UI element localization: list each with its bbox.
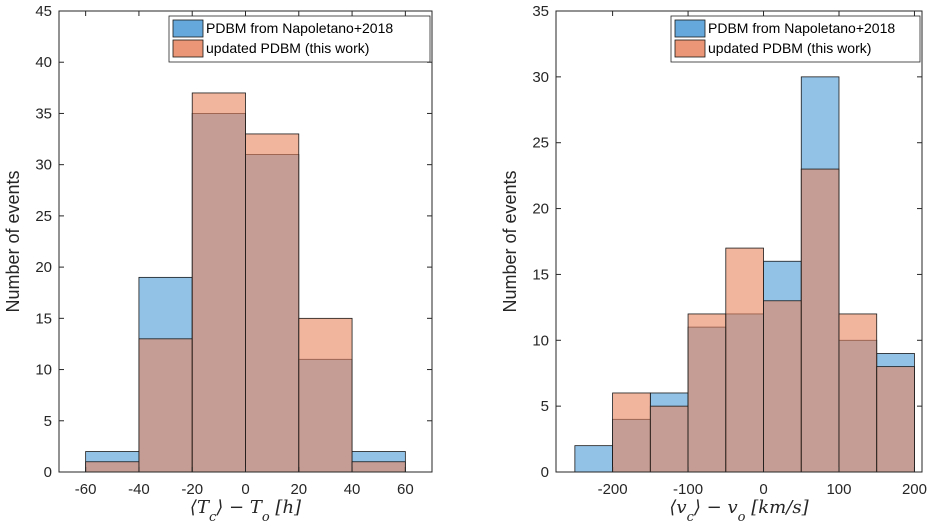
y-tick-label: 0 xyxy=(541,464,549,481)
histogram-bar xyxy=(191,92,246,473)
x-tick-label: 0 xyxy=(241,481,249,498)
legend-entry-label: updated PDBM (this work) xyxy=(206,40,369,56)
histogram-bar xyxy=(574,445,613,473)
histogram-bar xyxy=(876,366,915,473)
y-tick-label: 0 xyxy=(44,464,52,481)
x-tick-label: 0 xyxy=(759,481,767,498)
x-tick-label: 40 xyxy=(344,481,361,498)
y-tick-label: 40 xyxy=(35,54,52,71)
x-tick-label: 20 xyxy=(290,481,307,498)
x-tick-label: -40 xyxy=(128,481,150,498)
legend-entry-label: PDBM from Napoletano+2018 xyxy=(708,20,895,36)
x-tick-label: -60 xyxy=(75,481,97,498)
histogram-bar xyxy=(351,461,406,473)
histogram-bar xyxy=(85,461,140,473)
legend-swatch xyxy=(172,39,204,58)
histogram-bar xyxy=(800,168,840,473)
y-tick-label: 30 xyxy=(532,69,549,86)
histogram-panel-left: -60 -40 -20 0 20 40 60 0 5 10 15 20 25 30 35 40 45 Number… xyxy=(3,3,433,525)
legend-swatch xyxy=(674,19,706,38)
legend-swatch xyxy=(172,19,204,38)
y-tick-label: 10 xyxy=(532,332,549,349)
x-tick-label: -100 xyxy=(673,481,703,498)
histogram-bar xyxy=(138,338,193,473)
legend: PDBM from Napoletano+2018 updated PDBM (t… xyxy=(168,15,431,63)
legend-entry-label: updated PDBM (this work) xyxy=(708,40,871,56)
y-tick-label: 20 xyxy=(532,201,549,218)
x-tick-label: 100 xyxy=(826,481,851,498)
legend-entry-label: PDBM from Napoletano+2018 xyxy=(206,20,393,36)
histogram-bar xyxy=(838,313,878,473)
y-tick-label: 45 xyxy=(35,3,52,20)
y-tick-label: 5 xyxy=(541,398,549,415)
y-tick-label: 35 xyxy=(35,105,52,122)
y-tick-label: 30 xyxy=(35,157,52,174)
histogram-bar xyxy=(725,247,764,473)
x-tick-label: -200 xyxy=(598,481,628,498)
histogram-bar xyxy=(687,313,727,473)
y-tick-label: 5 xyxy=(44,413,52,430)
y-axis-label: Number of events xyxy=(500,170,520,312)
histogram-bar xyxy=(649,405,689,473)
y-tick-label: 15 xyxy=(35,310,52,327)
legend-box xyxy=(670,15,921,63)
y-tick-label: 25 xyxy=(35,208,52,225)
histogram-panel-right: -200 -100 0 100 200 0 5 10 15 20 25 30 35 Number of e… xyxy=(500,3,927,525)
legend-swatch xyxy=(674,39,706,58)
y-tick-label: 15 xyxy=(532,266,549,283)
y-tick-label: 25 xyxy=(532,135,549,152)
series-updated-pdbm xyxy=(612,168,915,473)
y-tick-label: 10 xyxy=(35,362,52,379)
histogram-bar xyxy=(763,300,802,473)
y-tick-label: 35 xyxy=(532,3,549,20)
histogram-bar xyxy=(612,392,651,473)
x-tick-label: -20 xyxy=(181,481,203,498)
series-updated-pdbm xyxy=(85,92,406,473)
histogram-bar xyxy=(245,133,300,473)
legend: PDBM from Napoletano+2018 updated PDBM (t… xyxy=(670,15,921,63)
legend-box xyxy=(168,15,431,63)
x-tick-label: 60 xyxy=(397,481,414,498)
y-axis-label: Number of events xyxy=(3,170,23,312)
y-tick-label: 20 xyxy=(35,259,52,276)
histogram-bar xyxy=(298,317,353,473)
x-axis-label: ⟨Tc⟩ − To [h] xyxy=(190,497,302,525)
x-tick-label: 200 xyxy=(902,481,927,498)
axes-box xyxy=(555,10,923,473)
x-axis-label: ⟨vc⟩ − vo [km/s] xyxy=(669,497,809,525)
